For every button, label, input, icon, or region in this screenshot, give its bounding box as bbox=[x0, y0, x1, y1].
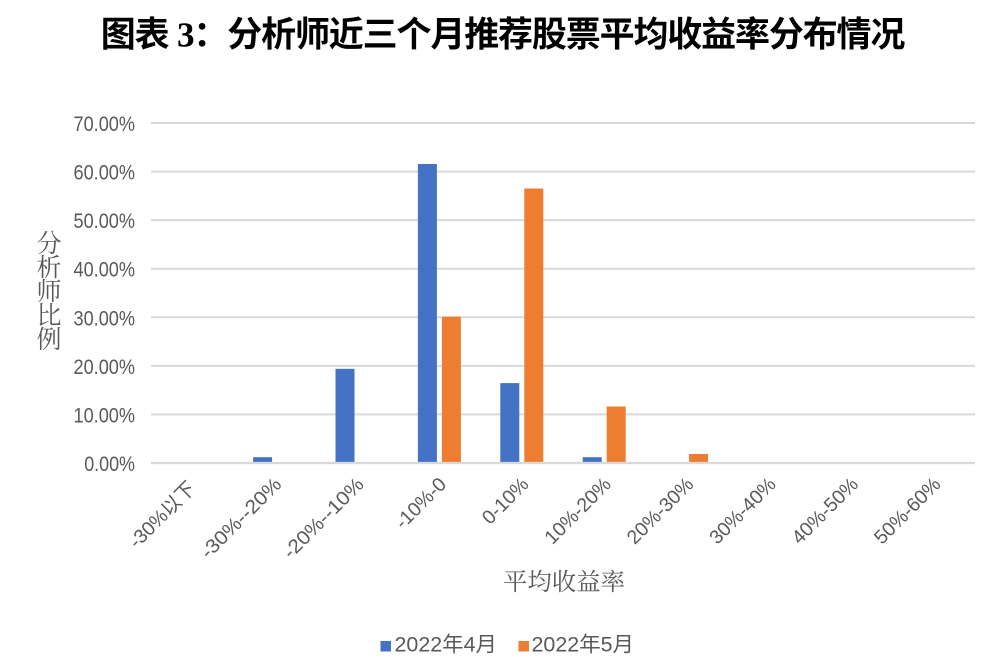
svg-text:2022年5月: 2022年5月 bbox=[532, 633, 635, 656]
svg-text:50.00%: 50.00% bbox=[74, 210, 136, 233]
svg-text:0.00%: 0.00% bbox=[84, 453, 135, 476]
svg-text:例: 例 bbox=[36, 320, 61, 356]
svg-text:图表 3：分析师近三个月推荐股票平均收益率分布情况: 图表 3：分析师近三个月推荐股票平均收益率分布情况 bbox=[101, 7, 906, 58]
svg-text:析: 析 bbox=[36, 248, 61, 284]
svg-text:30.00%: 30.00% bbox=[74, 307, 136, 330]
svg-text:20.00%: 20.00% bbox=[74, 356, 136, 379]
svg-text:10.00%: 10.00% bbox=[74, 404, 136, 427]
svg-text:师: 师 bbox=[36, 272, 61, 308]
svg-text:60.00%: 60.00% bbox=[74, 162, 136, 185]
svg-text:2022年4月: 2022年4月 bbox=[395, 633, 498, 656]
svg-text:比: 比 bbox=[36, 296, 61, 332]
svg-text:分: 分 bbox=[36, 224, 61, 260]
svg-text:平均收益率: 平均收益率 bbox=[503, 562, 625, 597]
svg-text:40.00%: 40.00% bbox=[74, 259, 136, 282]
svg-text:70.00%: 70.00% bbox=[74, 113, 136, 136]
